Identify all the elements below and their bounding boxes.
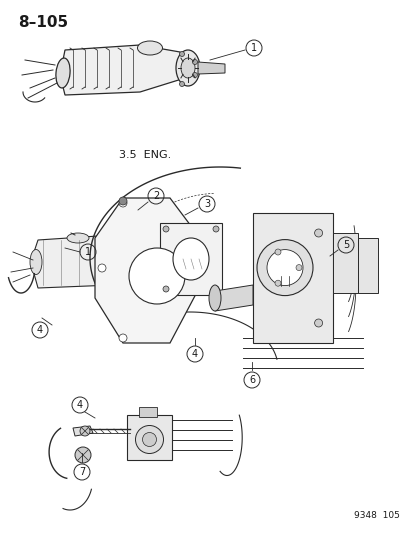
Ellipse shape [67,233,89,243]
Polygon shape [214,285,252,311]
Circle shape [98,264,106,272]
Ellipse shape [137,41,162,55]
Ellipse shape [125,251,135,269]
Circle shape [119,199,127,207]
Ellipse shape [56,58,70,88]
Circle shape [80,426,90,436]
Text: 3: 3 [204,199,209,209]
Circle shape [256,240,312,296]
Text: 1: 1 [85,247,91,257]
Ellipse shape [121,245,139,275]
Circle shape [179,82,184,86]
Text: 4: 4 [77,400,83,410]
Text: 4: 4 [37,325,43,335]
Text: 6: 6 [248,375,254,385]
Circle shape [192,72,197,77]
Bar [252,213,332,343]
Text: 1: 1 [250,43,256,53]
Circle shape [75,447,91,463]
Circle shape [119,197,127,205]
Circle shape [274,249,280,255]
Ellipse shape [173,238,209,280]
Circle shape [129,248,185,304]
Ellipse shape [176,50,199,86]
Bar [159,223,221,295]
Polygon shape [73,426,93,436]
Polygon shape [33,235,128,288]
Text: 7: 7 [79,467,85,477]
Text: 2: 2 [152,191,159,201]
Bar [357,238,377,293]
Text: 4: 4 [192,349,197,359]
Circle shape [314,319,322,327]
Text: 9348  105: 9348 105 [353,511,399,520]
Circle shape [274,280,280,286]
Polygon shape [139,254,151,266]
Ellipse shape [209,285,221,311]
Circle shape [163,286,169,292]
Circle shape [212,286,218,292]
Circle shape [314,229,322,237]
Polygon shape [95,198,214,343]
Text: 8–105: 8–105 [18,15,68,30]
Circle shape [212,226,218,232]
Bar [127,415,171,460]
Circle shape [142,432,156,447]
Circle shape [119,334,127,342]
Ellipse shape [180,58,195,78]
Polygon shape [197,62,224,74]
Ellipse shape [30,249,42,274]
Circle shape [295,264,301,271]
Text: 5: 5 [342,240,348,250]
Bar [332,233,357,293]
Polygon shape [60,45,185,95]
Circle shape [179,52,184,56]
Circle shape [163,226,169,232]
Bar [139,407,157,417]
Circle shape [192,60,197,64]
Text: 3.5  ENG.: 3.5 ENG. [119,150,171,160]
Circle shape [135,425,163,454]
Circle shape [266,249,302,286]
